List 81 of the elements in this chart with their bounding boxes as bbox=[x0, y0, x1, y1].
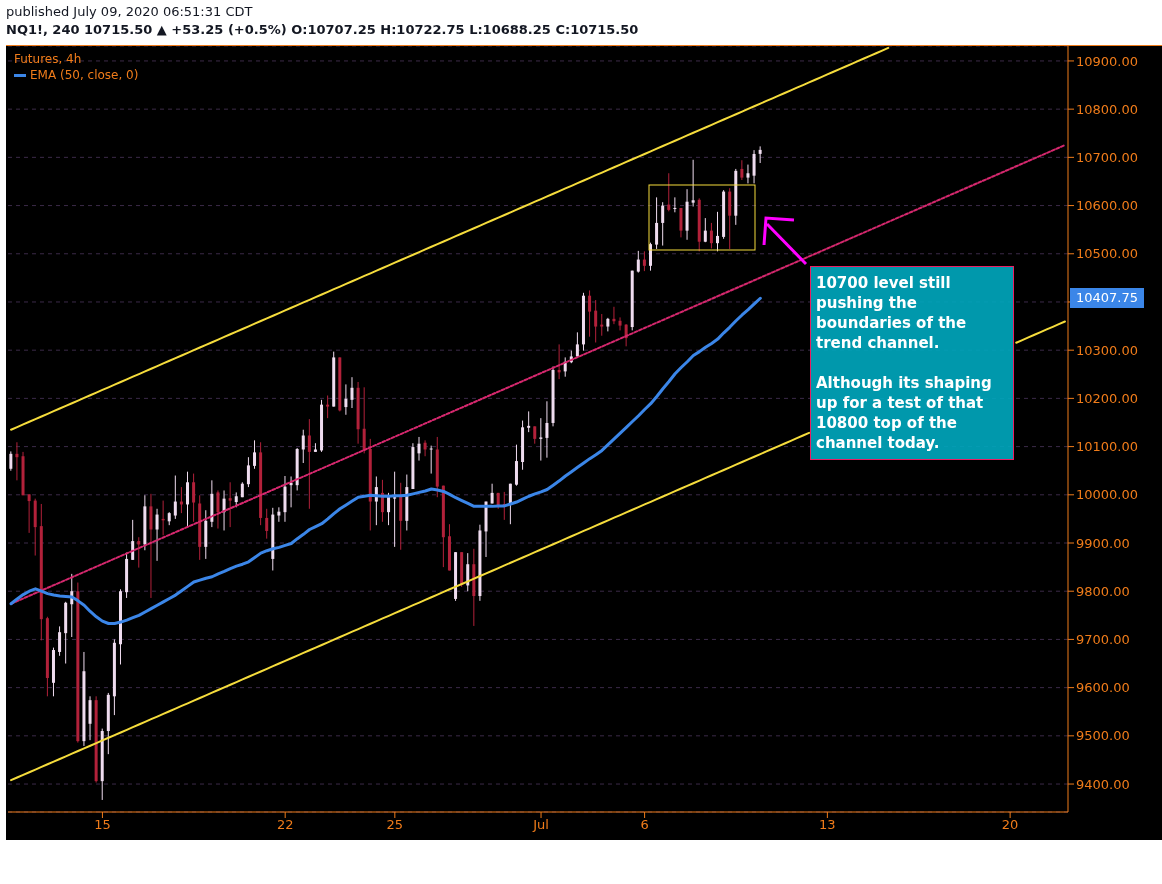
candlestick bbox=[27, 493, 31, 534]
candlestick bbox=[228, 481, 232, 528]
chart-subtitle: NQ1!, 240 10715.50 ▲ +53.25 (+0.5%) O:10707.25 H:10722.75 L:10688.25 C:10715.50 bbox=[6, 22, 639, 37]
y-tick-label: 9600.00 bbox=[1076, 680, 1130, 696]
candlestick bbox=[253, 439, 257, 470]
candlestick bbox=[514, 444, 518, 487]
text: published July 09, 2020 06:51:31 CDT bbox=[6, 4, 253, 19]
candlestick bbox=[326, 395, 330, 419]
candlestick bbox=[131, 519, 135, 561]
y-tick-label: 10100.00 bbox=[1076, 439, 1139, 455]
y-tick-label: 9400.00 bbox=[1076, 776, 1130, 792]
candlestick bbox=[673, 196, 677, 213]
candlestick bbox=[265, 508, 269, 540]
candlestick bbox=[9, 450, 13, 472]
candlestick bbox=[527, 410, 531, 433]
x-tick-label: Jul bbox=[532, 817, 549, 833]
line-series bbox=[9, 296, 762, 626]
candlestick bbox=[149, 493, 153, 599]
candlestick bbox=[539, 417, 543, 462]
candlestick bbox=[636, 250, 640, 274]
candlestick bbox=[740, 159, 744, 181]
candlestick bbox=[642, 250, 646, 272]
candlestick bbox=[667, 172, 671, 212]
y-tick-label: 10900.00 bbox=[1076, 53, 1139, 69]
y-tick-label: 9500.00 bbox=[1076, 728, 1130, 744]
candlestick bbox=[709, 222, 713, 249]
candlestick bbox=[307, 418, 311, 510]
candlestick bbox=[186, 471, 190, 527]
x-tick-label: 13 bbox=[819, 817, 836, 833]
candlestick bbox=[575, 331, 579, 358]
candlestick bbox=[417, 436, 421, 462]
x-tick-label: 6 bbox=[640, 817, 649, 833]
y-tick-label: 9700.00 bbox=[1076, 632, 1130, 648]
text: Futures, 4h bbox=[14, 51, 83, 67]
x-tick-label: 25 bbox=[386, 817, 404, 833]
candlestick bbox=[344, 383, 348, 416]
candlestick bbox=[600, 313, 604, 337]
candlestick bbox=[155, 508, 159, 562]
candlestick bbox=[703, 217, 707, 243]
y-tick-label: 10500.00 bbox=[1076, 246, 1139, 262]
candlestick bbox=[423, 439, 427, 457]
candlestick bbox=[429, 445, 433, 475]
candlestick bbox=[679, 207, 683, 238]
candlestick bbox=[618, 316, 622, 331]
candlestick bbox=[545, 400, 549, 459]
y-tick-label: 10000.00 bbox=[1076, 487, 1139, 503]
candlestick bbox=[661, 201, 665, 247]
y-tick-label: 10200.00 bbox=[1076, 391, 1139, 406]
candlestick bbox=[752, 149, 756, 184]
candlestick bbox=[15, 441, 19, 481]
candlestick bbox=[216, 489, 220, 530]
candlestick bbox=[246, 456, 250, 488]
legend-label: EMA (50, close, 0) bbox=[30, 67, 139, 83]
candlestick bbox=[362, 386, 366, 454]
candlestick bbox=[173, 475, 177, 520]
y-tick-label: 10300.00 bbox=[1076, 342, 1139, 358]
x-tick-label: 20 bbox=[1001, 817, 1019, 833]
annotation: Although its shaping up for a test of that 10800 top of the channel today. bbox=[816, 373, 993, 453]
y-tick-label: 9900.00 bbox=[1076, 535, 1130, 551]
candlestick bbox=[588, 289, 592, 338]
x-tick-label: 15 bbox=[94, 817, 111, 833]
candlestick bbox=[301, 429, 305, 464]
y-tick-label: 9800.00 bbox=[1076, 583, 1130, 599]
y-tick-label: 10700.00 bbox=[1076, 149, 1139, 165]
candlestick bbox=[594, 299, 598, 343]
candlestick bbox=[88, 695, 92, 741]
candlestick bbox=[137, 536, 141, 569]
y-tick-label: 10800.00 bbox=[1076, 101, 1139, 117]
candlestick bbox=[655, 196, 659, 250]
candlestick bbox=[192, 473, 196, 523]
candlestick bbox=[716, 211, 720, 252]
candlestick bbox=[277, 506, 281, 523]
candlestick bbox=[746, 164, 750, 184]
x-tick-label: 22 bbox=[276, 817, 294, 833]
candlestick bbox=[691, 159, 695, 208]
text: 10407.75 bbox=[1070, 287, 1145, 308]
candlestick bbox=[350, 376, 354, 409]
y-tick-label: 10600.00 bbox=[1076, 198, 1139, 214]
annotation: 10700 level still pushing the boundaries of the trend channel. bbox=[816, 273, 968, 353]
candlestick bbox=[393, 471, 397, 548]
candlestick bbox=[58, 625, 62, 657]
